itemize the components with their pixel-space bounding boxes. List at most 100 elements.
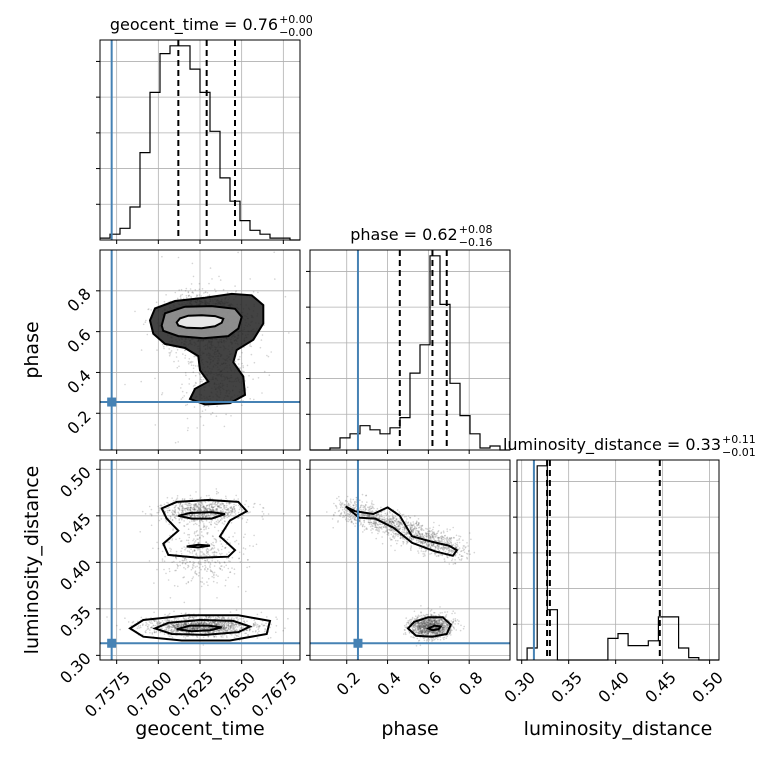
sample-point (202, 621, 204, 624)
sample-point (212, 509, 215, 512)
sample-point (206, 509, 208, 511)
sample-point (189, 494, 192, 497)
sample-point (177, 507, 180, 509)
sample-point (169, 625, 172, 628)
sample-point (194, 627, 197, 630)
sample-point (191, 623, 194, 625)
sample-point (198, 503, 201, 506)
sample-point (127, 621, 130, 623)
sample-point (201, 513, 204, 516)
sample-point (188, 521, 191, 523)
sample-point (232, 621, 234, 624)
sample-point (178, 537, 181, 540)
sample-point (178, 521, 180, 524)
sample-point (175, 498, 178, 501)
sample-point (206, 568, 209, 570)
sample-point (191, 628, 193, 631)
sample-point (226, 630, 228, 632)
sample-point (191, 508, 194, 511)
sample-point (148, 621, 151, 623)
sample-point (218, 629, 220, 632)
sample-point (192, 623, 195, 625)
sample-point (174, 512, 177, 514)
sample-point (189, 506, 192, 509)
sample-point (223, 622, 226, 625)
sample-point (196, 294, 199, 297)
sample-point (184, 623, 186, 625)
sample-point (182, 576, 184, 579)
sample-point (200, 502, 203, 504)
sample-point (181, 505, 184, 508)
sample-point (222, 503, 224, 506)
sample-point (230, 629, 233, 632)
sample-point (175, 550, 178, 553)
sample-point (216, 405, 218, 408)
sample-point (160, 504, 162, 506)
sample-point (150, 616, 152, 619)
sample-point (242, 553, 245, 555)
sample-point (150, 514, 153, 517)
sample-point (181, 498, 184, 500)
sample-point (187, 504, 190, 507)
sample-point (212, 501, 214, 504)
sample-point (191, 621, 193, 624)
sample-point (192, 367, 195, 370)
sample-point (190, 364, 193, 367)
sample-point (217, 616, 219, 618)
sample-point (209, 509, 212, 511)
sample-point (226, 630, 229, 633)
sample-point (221, 634, 224, 636)
sample-point (201, 514, 203, 516)
sample-point (229, 502, 232, 505)
sample-point (223, 617, 226, 620)
sample-point (199, 415, 202, 418)
sample-point (201, 577, 204, 579)
sample-point (243, 370, 245, 373)
sample-point (174, 629, 176, 632)
sample-point (198, 541, 200, 544)
sample-point (173, 507, 176, 509)
sample-point (166, 509, 169, 512)
sample-point (231, 508, 233, 511)
sample-point (179, 521, 181, 524)
sample-point (179, 504, 181, 507)
sample-point (217, 548, 219, 550)
sample-point (210, 506, 213, 509)
sample-point (187, 539, 190, 542)
sample-point (231, 625, 234, 627)
sample-point (196, 523, 198, 526)
sample-point (225, 506, 228, 509)
sample-point (217, 621, 219, 623)
sample-point (253, 624, 256, 627)
sample-point (177, 441, 179, 443)
sample-point (203, 622, 205, 624)
sample-point (145, 621, 147, 624)
sample-point (233, 506, 235, 508)
sample-point (213, 636, 215, 638)
sample-point (173, 625, 176, 627)
sample-point (200, 580, 202, 583)
sample-point (225, 497, 227, 500)
sample-point (218, 506, 221, 509)
sample-point (210, 524, 212, 526)
sample-point (214, 509, 217, 512)
sample-point (198, 282, 201, 285)
sample-point (237, 586, 240, 588)
sample-point (167, 502, 170, 505)
sample-point (173, 625, 176, 628)
sample-point (211, 627, 214, 629)
sample-point (178, 624, 180, 627)
sample-point (153, 620, 156, 622)
sample-point (230, 510, 233, 512)
sample-point (148, 308, 150, 310)
sample-point (217, 629, 219, 632)
sample-point (215, 508, 218, 511)
sample-point (191, 514, 193, 517)
sample-point (210, 623, 213, 625)
sample-point (216, 510, 218, 512)
sample-point (214, 288, 216, 291)
sample-point (193, 628, 196, 631)
sample-point (171, 636, 174, 639)
sample-point (199, 505, 202, 508)
sample-point (208, 504, 211, 507)
